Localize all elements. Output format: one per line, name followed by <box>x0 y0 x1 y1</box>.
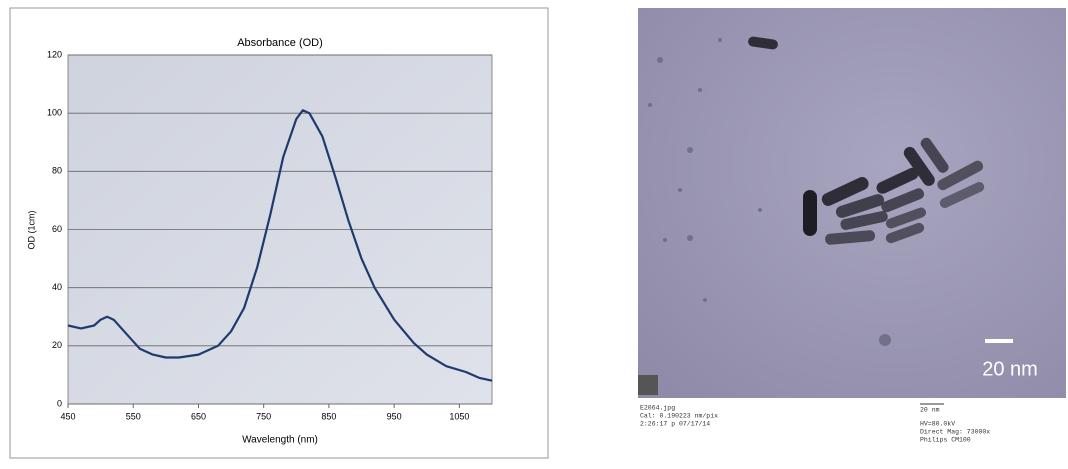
y-tick-label: 100 <box>47 108 62 118</box>
y-tick-label: 0 <box>57 398 62 408</box>
y-tick-label: 40 <box>52 282 62 292</box>
caption: HV=80.0kV <box>920 421 955 428</box>
absorbance-line <box>67 109 493 382</box>
caption: Philips CM100 <box>920 437 971 444</box>
scale-bar <box>985 339 1013 343</box>
x-tick-label: 950 <box>387 411 402 421</box>
x-tick-label: 750 <box>256 411 271 421</box>
caption: 20 nm <box>920 407 940 414</box>
x-axis-label: Wavelength (nm) <box>242 435 318 446</box>
y-tick-label: 20 <box>52 340 62 350</box>
caption: 2:26:17 p 07/17/14 <box>640 421 710 428</box>
nanorods <box>748 36 985 245</box>
caption: Cal: 0.190223 nm/pix <box>640 413 718 420</box>
y-tick-label: 80 <box>52 166 62 176</box>
scale-label: 20 nm <box>982 358 1038 380</box>
x-tick-label: 850 <box>321 411 336 421</box>
y-tick-label: 120 <box>47 49 62 59</box>
x-tick-label: 550 <box>126 411 141 421</box>
caption: E2064.jpg <box>640 405 675 412</box>
caption: Direct Mag: 73000x <box>920 429 990 436</box>
chart-title: Absorbance (OD) <box>237 37 323 49</box>
particles <box>648 38 891 346</box>
x-tick-label: 650 <box>191 411 206 421</box>
tem-image: 20 nm <box>638 8 1066 398</box>
y-tick-label: 60 <box>52 224 62 234</box>
x-tick-label: 1050 <box>449 411 469 421</box>
tem-corner <box>638 375 658 395</box>
y-axis-label: OD (1cm) <box>26 211 36 250</box>
x-tick-label: 450 <box>60 411 75 421</box>
